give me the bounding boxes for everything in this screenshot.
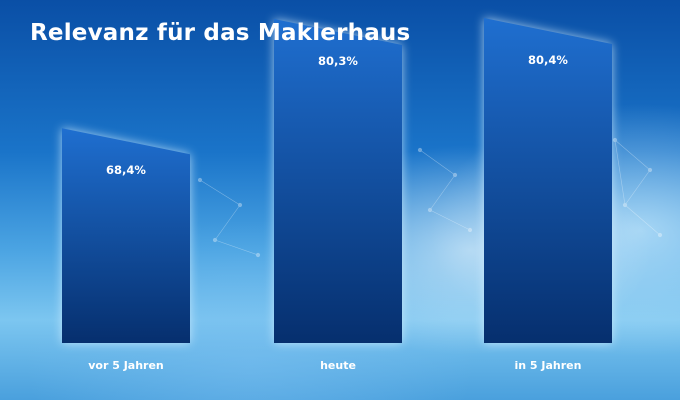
bar-value-label: 80,4% — [528, 53, 568, 67]
bar-value-label: 68,4% — [106, 163, 146, 177]
chart-title: Relevanz für das Maklerhaus — [30, 20, 411, 46]
category-label: heute — [320, 359, 356, 372]
category-label: vor 5 Jahren — [88, 359, 164, 372]
background-network-decoration — [197, 137, 663, 258]
bar-3 — [484, 18, 612, 343]
bar-2 — [274, 18, 402, 344]
category-label: in 5 Jahren — [515, 359, 582, 372]
bar-value-label: 80,3% — [318, 54, 358, 68]
bar-1 — [62, 128, 190, 343]
